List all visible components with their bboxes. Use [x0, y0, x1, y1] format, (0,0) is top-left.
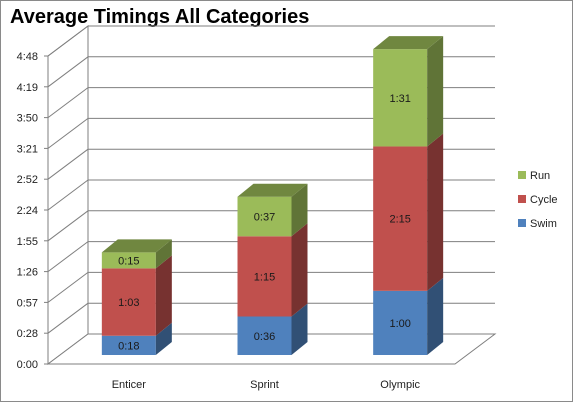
- legend: Run Cycle Swim: [518, 170, 558, 230]
- bar-side: [427, 277, 444, 355]
- y-tick-label: 1:26: [17, 267, 38, 279]
- gridline-side: [47, 87, 89, 118]
- data-label: 1:03: [118, 297, 139, 309]
- bar-top: [373, 36, 444, 50]
- bar-side: [155, 239, 172, 269]
- bar-side: [291, 223, 308, 317]
- y-tick-label: 2:24: [17, 205, 38, 217]
- bar-segment-swim-sprint: 0:36: [237, 303, 308, 355]
- legend-label: Run: [530, 170, 550, 182]
- x-axis-ticks: Enticer Sprint Olympic: [112, 379, 421, 391]
- gridline-side: [47, 241, 89, 273]
- x-tick-label: Sprint: [250, 379, 279, 391]
- legend-label: Swim: [530, 218, 557, 230]
- legend-swatch: [518, 195, 526, 203]
- bar-stack-olympic: 1:00 2:15 1:31: [373, 36, 444, 355]
- chart-title: Average Timings All Categories: [10, 6, 310, 28]
- bar-front: [373, 49, 428, 147]
- bar-front: [101, 268, 156, 336]
- bar-side: [155, 255, 172, 336]
- bar-segment-cycle-sprint: 1:15: [237, 223, 308, 317]
- bar-front: [237, 316, 292, 355]
- data-label: 1:00: [389, 318, 410, 330]
- legend-swatch: [518, 219, 526, 227]
- data-label: 2:15: [389, 214, 410, 226]
- legend-item-swim: Swim: [518, 218, 557, 230]
- bar-side: [291, 183, 308, 237]
- bar-segment-cycle-enticer: 1:03: [101, 255, 172, 336]
- gridline-side: [47, 210, 89, 242]
- bar-front: [373, 146, 428, 291]
- bar-segment-swim-olympic: 1:00: [373, 277, 444, 355]
- legend-item-cycle: Cycle: [518, 194, 558, 206]
- x-tick-label: Olympic: [380, 379, 420, 391]
- data-label: 0:15: [118, 255, 139, 267]
- y-tick-label: 0:28: [17, 328, 38, 340]
- bar-side: [291, 303, 308, 355]
- gridline-side: [47, 271, 89, 303]
- bar-front: [101, 252, 156, 269]
- legend-swatch: [518, 171, 526, 179]
- legend-label: Cycle: [530, 194, 558, 206]
- data-label: 1:15: [254, 271, 275, 283]
- bar-stack-enticer: 0:18 1:03 0:15: [101, 239, 172, 355]
- gridline-side: [47, 56, 89, 88]
- y-tick-label: 0:57: [17, 297, 38, 309]
- y-tick-label: 1:55: [17, 236, 38, 248]
- bar-segment-cycle-olympic: 2:15: [373, 133, 444, 291]
- bar-front: [101, 335, 156, 355]
- bar-segment-swim-enticer: 0:18: [101, 322, 172, 355]
- bar-segment-run-enticer: 0:15: [101, 239, 172, 269]
- bar-segment-run-olympic: 1:31: [373, 36, 444, 147]
- bar-segment-run-sprint: 0:37: [237, 183, 308, 237]
- data-label: 0:36: [254, 331, 275, 343]
- bar-front: [237, 196, 292, 237]
- data-label: 0:37: [254, 212, 275, 224]
- bar-top: [101, 239, 172, 253]
- gridline-side: [47, 302, 89, 334]
- gridline-side: [47, 148, 89, 180]
- gridline-side: [47, 25, 89, 57]
- y-tick-label: 3:21: [17, 143, 38, 155]
- bar-stack-sprint: 0:36 1:15 0:37: [237, 183, 308, 355]
- bar-top: [237, 183, 308, 197]
- bar-front: [237, 236, 292, 317]
- bar-side: [427, 133, 444, 291]
- y-tick-label: 2:52: [17, 174, 38, 186]
- bar-side: [155, 322, 172, 355]
- legend-item-run: Run: [518, 170, 550, 182]
- y-axis-ticks: 0:00 0:28 0:57 1:26 1:55 2:24 2:52 3:21 3:50 4:19…: [17, 51, 48, 371]
- y-tick-label: 3:50: [17, 113, 38, 125]
- data-label: 1:31: [389, 93, 410, 105]
- bar-front: [373, 290, 428, 355]
- bar-side: [427, 36, 444, 147]
- y-tick-label: 0:00: [17, 359, 38, 371]
- y-tick-label: 4:48: [17, 51, 38, 63]
- gridline-side: [47, 179, 89, 211]
- data-label: 0:18: [118, 340, 139, 352]
- bars: 0:18 1:03 0:15 0:36 1:15 0:37 1:00 2:15 1:31: [101, 36, 444, 355]
- y-tick-label: 4:19: [17, 82, 38, 94]
- x-tick-label: Enticer: [112, 379, 147, 391]
- gridline-side: [47, 118, 89, 149]
